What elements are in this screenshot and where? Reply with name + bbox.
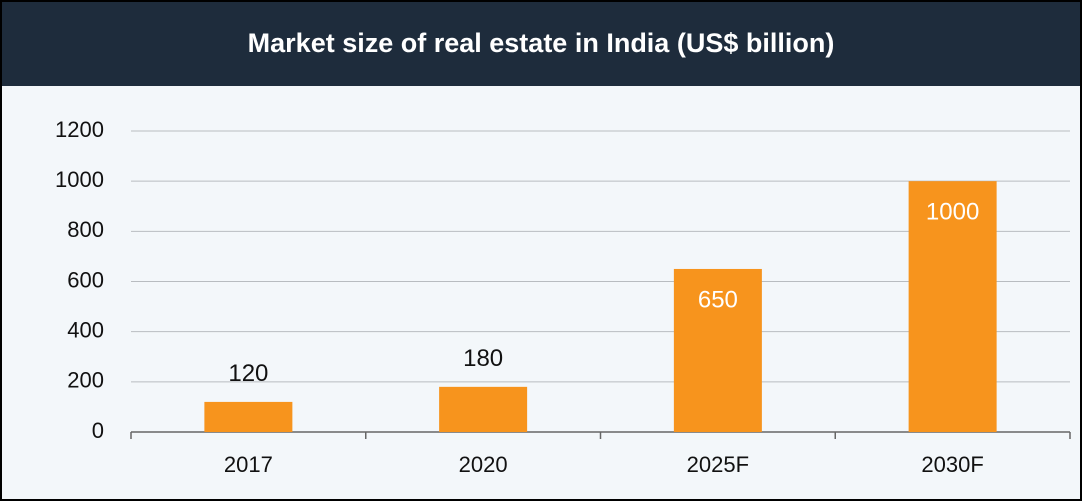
data-label: 1000 (926, 199, 979, 226)
title-bar (0, 0, 1082, 86)
data-label: 650 (698, 286, 738, 313)
y-tick-label: 600 (67, 267, 104, 292)
y-tick-label: 1000 (55, 167, 104, 192)
data-label: 120 (228, 360, 268, 387)
y-tick-label: 1200 (55, 117, 104, 142)
y-tick-label: 400 (67, 317, 104, 342)
chart-title: Market size of real estate in India (US$… (248, 28, 835, 58)
data-label: 180 (463, 345, 503, 372)
bar (439, 386, 528, 432)
y-tick-label: 200 (67, 368, 104, 393)
x-tick-label: 2030F (921, 452, 983, 477)
y-tick-label: 0 (92, 418, 104, 443)
x-tick-label: 2025F (687, 452, 749, 477)
bar (204, 401, 293, 432)
bar (673, 268, 762, 432)
bar (908, 181, 997, 432)
y-tick-label: 800 (67, 217, 104, 242)
x-tick-label: 2017 (224, 452, 273, 477)
x-tick-label: 2020 (459, 452, 508, 477)
